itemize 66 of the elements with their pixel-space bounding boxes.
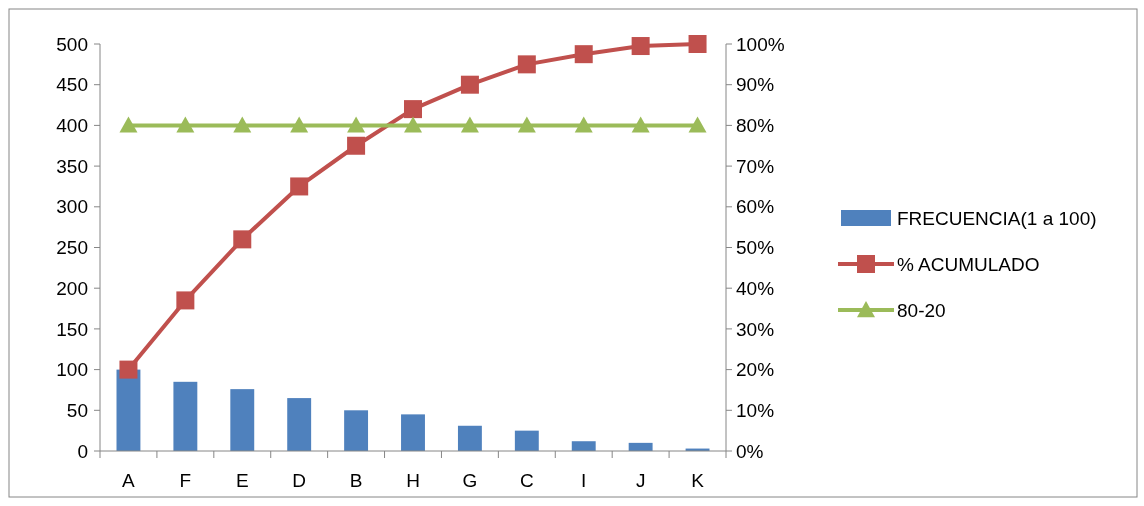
point bbox=[119, 116, 138, 133]
x-tick-label: A bbox=[122, 470, 136, 491]
y-tick-label: 50 bbox=[66, 399, 88, 421]
y-tick-label: 0 bbox=[77, 440, 88, 462]
point bbox=[688, 35, 707, 53]
bar bbox=[287, 398, 312, 451]
point bbox=[233, 116, 252, 133]
y-tick-label: 350 bbox=[56, 155, 88, 177]
y-tick-label: 200 bbox=[56, 277, 88, 299]
bar bbox=[230, 389, 255, 451]
point bbox=[517, 116, 536, 133]
point bbox=[631, 116, 650, 133]
y-tick-label: 450 bbox=[56, 74, 88, 96]
y2-tick-label: 40% bbox=[736, 277, 775, 299]
legend-label: FRECUENCIA(1 a 100) bbox=[897, 208, 1097, 229]
point bbox=[404, 100, 422, 119]
point bbox=[688, 116, 707, 133]
y-tick-label: 100 bbox=[56, 359, 88, 381]
y2-tick-label: 100% bbox=[736, 33, 785, 55]
y2-tick-label: 0% bbox=[736, 440, 764, 462]
x-tick-label: J bbox=[635, 470, 646, 491]
point bbox=[460, 75, 479, 94]
x-tick-label: F bbox=[179, 470, 192, 491]
y2-tick-label: 90% bbox=[736, 74, 775, 96]
x-tick-label: I bbox=[581, 470, 587, 491]
point bbox=[347, 116, 366, 133]
point bbox=[631, 37, 650, 56]
bar bbox=[401, 414, 425, 451]
point bbox=[574, 116, 593, 133]
point bbox=[574, 45, 593, 64]
x-tick-label: H bbox=[406, 470, 420, 491]
point bbox=[176, 116, 195, 133]
point bbox=[347, 136, 366, 155]
bar bbox=[514, 430, 539, 451]
point bbox=[460, 116, 479, 133]
point bbox=[517, 55, 536, 74]
point bbox=[233, 230, 252, 249]
y2-tick-label: 70% bbox=[736, 155, 775, 177]
y2-tick-label: 20% bbox=[736, 359, 775, 381]
x-tick-label: C bbox=[519, 470, 534, 491]
bar bbox=[173, 381, 198, 451]
x-tick-label: E bbox=[235, 470, 249, 491]
point bbox=[176, 291, 195, 310]
bar bbox=[571, 441, 596, 451]
y-tick-label: 250 bbox=[56, 237, 88, 259]
point bbox=[290, 116, 309, 133]
point bbox=[404, 116, 422, 133]
y-tick-label: 150 bbox=[56, 318, 88, 340]
x-tick-label: G bbox=[462, 470, 478, 491]
y-tick-label: 500 bbox=[56, 33, 88, 55]
bar bbox=[457, 425, 482, 451]
y2-tick-label: 80% bbox=[736, 115, 775, 137]
y2-tick-label: 60% bbox=[736, 196, 775, 218]
x-tick-label: B bbox=[349, 470, 363, 491]
legend-label: 80-20 bbox=[897, 300, 946, 321]
y2-tick-label: 50% bbox=[736, 237, 775, 259]
legend-label: % ACUMULADO bbox=[897, 254, 1040, 275]
y2-tick-label: 30% bbox=[736, 318, 775, 340]
point bbox=[119, 360, 138, 379]
y-tick-label: 300 bbox=[56, 196, 88, 218]
y2-tick-label: 10% bbox=[736, 399, 775, 421]
x-tick-label: D bbox=[292, 470, 307, 491]
bar bbox=[344, 410, 369, 451]
x-tick-label: K bbox=[691, 470, 705, 491]
y-tick-label: 400 bbox=[56, 115, 88, 137]
point bbox=[290, 177, 309, 196]
